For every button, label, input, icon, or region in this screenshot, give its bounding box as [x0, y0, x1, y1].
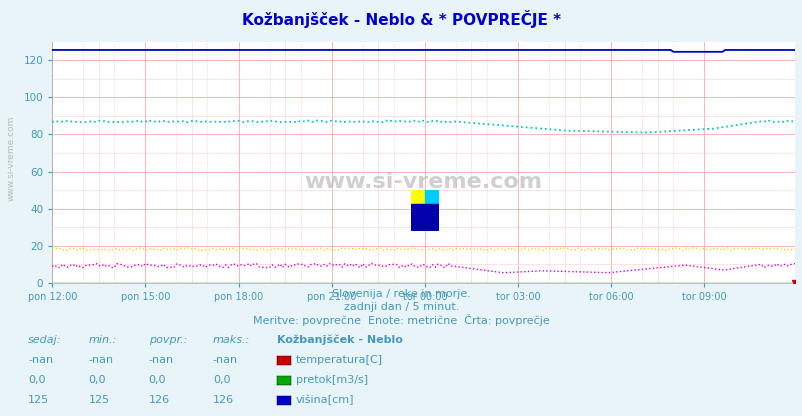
Bar: [411, 190, 424, 204]
Text: višina[cm]: višina[cm]: [295, 395, 354, 405]
Text: 126: 126: [213, 395, 233, 405]
Text: 0,0: 0,0: [28, 375, 46, 385]
Text: pretok[m3/s]: pretok[m3/s]: [295, 375, 367, 385]
Text: 125: 125: [88, 395, 109, 405]
Text: Kožbanjšček - Neblo: Kožbanjšček - Neblo: [277, 335, 403, 345]
Text: maks.:: maks.:: [213, 335, 249, 345]
Text: Slovenija / reke in morje.: Slovenija / reke in morje.: [332, 289, 470, 299]
Text: -nan: -nan: [88, 355, 113, 365]
Text: 125: 125: [28, 395, 49, 405]
Text: 0,0: 0,0: [148, 375, 166, 385]
Bar: [411, 204, 438, 231]
Text: www.si-vreme.com: www.si-vreme.com: [304, 171, 542, 191]
Bar: [424, 190, 438, 204]
Text: 126: 126: [148, 395, 169, 405]
Text: Kožbanjšček - Neblo & * POVPREČJE *: Kožbanjšček - Neblo & * POVPREČJE *: [241, 10, 561, 28]
Text: min.:: min.:: [88, 335, 116, 345]
Text: temperatura[C]: temperatura[C]: [295, 355, 382, 365]
Text: sedaj:: sedaj:: [28, 335, 62, 345]
Text: -nan: -nan: [28, 355, 53, 365]
Text: 0,0: 0,0: [213, 375, 230, 385]
Text: -nan: -nan: [213, 355, 237, 365]
Text: zadnji dan / 5 minut.: zadnji dan / 5 minut.: [343, 302, 459, 312]
Text: povpr.:: povpr.:: [148, 335, 187, 345]
Text: -nan: -nan: [148, 355, 173, 365]
Text: www.si-vreme.com: www.si-vreme.com: [6, 115, 15, 201]
Text: Meritve: povprečne  Enote: metrične  Črta: povprečje: Meritve: povprečne Enote: metrične Črta:…: [253, 314, 549, 326]
Text: 0,0: 0,0: [88, 375, 106, 385]
